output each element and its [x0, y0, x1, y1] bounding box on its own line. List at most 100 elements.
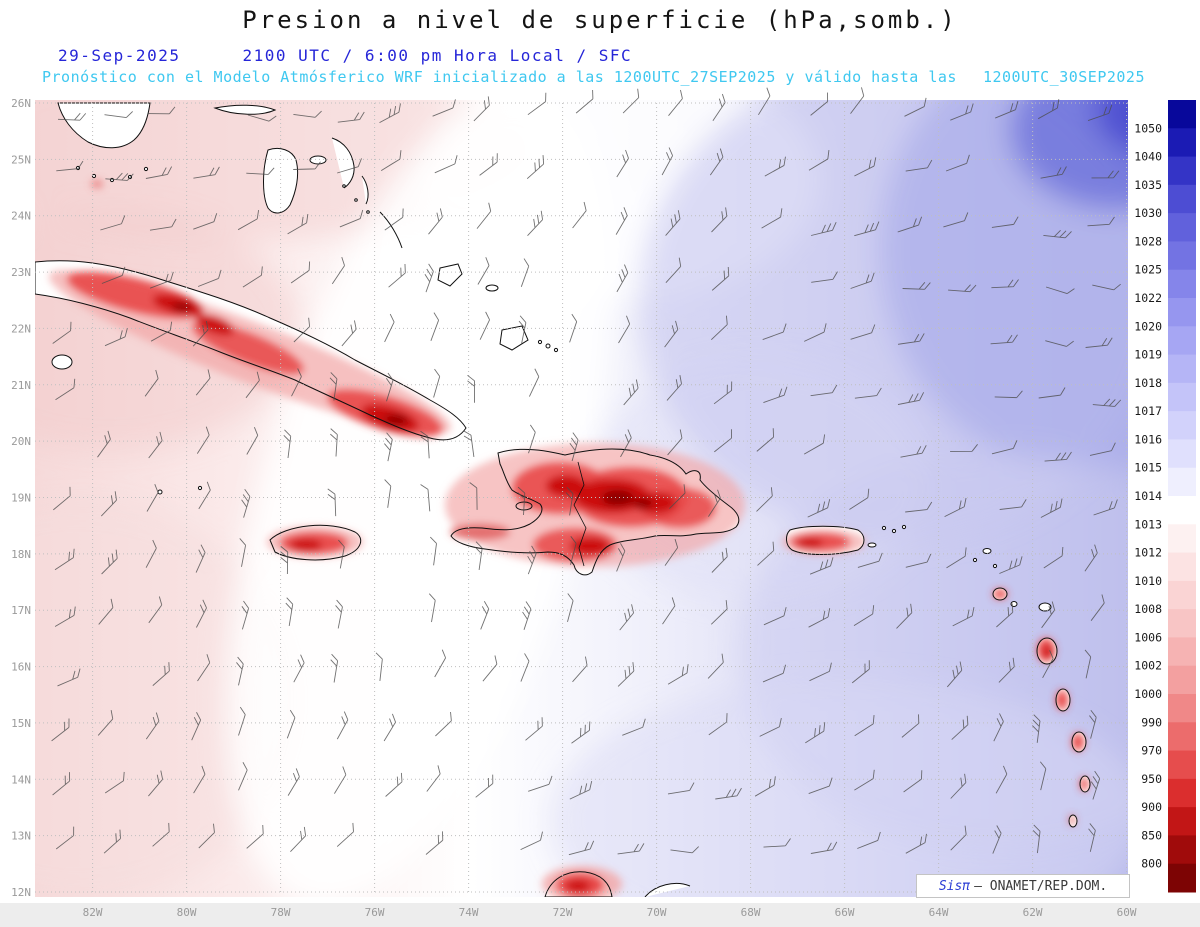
wind-barb [467, 374, 475, 403]
wind-barb [1087, 104, 1113, 122]
wind-barb [424, 263, 434, 293]
colorbar-label: 1010 [1134, 574, 1162, 588]
watermark-org: — ONAMET/REP.DOM. [974, 878, 1108, 894]
colorbar-label: 900 [1141, 800, 1162, 814]
wind-barb [420, 430, 430, 459]
wind-barb [477, 257, 490, 285]
wind-barb [528, 368, 540, 397]
wind-barb [616, 264, 629, 293]
wind-barb [148, 431, 163, 459]
wind-barb [992, 825, 1002, 854]
wind-barb [850, 272, 875, 289]
lon-label: 78W [271, 906, 291, 919]
lat-label: 12N [11, 886, 31, 899]
wind-barb [1042, 650, 1054, 679]
wind-barb [476, 202, 492, 229]
colorbar-cell [1168, 496, 1196, 525]
wind-barb [384, 479, 392, 508]
forecast-date: 29-Sep-2025 [58, 46, 181, 65]
wind-barb [57, 112, 87, 121]
wind-barb [713, 381, 733, 405]
wind-barb [57, 668, 81, 687]
wind-barb [237, 209, 260, 231]
wind-barb [763, 838, 791, 848]
wind-barb [520, 258, 530, 287]
colorbar-label: 1002 [1134, 659, 1162, 673]
wind-barb [54, 548, 75, 571]
wind-barb [993, 713, 1004, 742]
wind-barb [428, 208, 443, 235]
wind-barb [280, 546, 289, 575]
wind-barb [998, 657, 1015, 683]
wind-barb [246, 426, 259, 455]
wind-barb [902, 282, 931, 290]
wind-barb [853, 605, 875, 626]
wind-barb [1045, 340, 1074, 347]
wind-barb [667, 429, 683, 456]
wind-barb [53, 486, 71, 511]
valid-until: 1200UTC_30SEP2025 [982, 68, 1145, 86]
wind-barb [341, 320, 357, 347]
model-note-line: Pronóstico con el Modelo Atmósferico WRF… [42, 68, 1145, 86]
wind-barb [810, 92, 829, 116]
bottom-strip [0, 903, 1200, 927]
wind-barb [570, 536, 577, 565]
colorbar-label: 1018 [1134, 376, 1162, 390]
wind-barb [762, 664, 787, 683]
wind-barb [670, 846, 699, 854]
wind-barb [337, 111, 365, 123]
wind-barb [293, 654, 305, 683]
lat-label: 22N [11, 322, 31, 335]
colorbar-cell [1168, 665, 1196, 695]
wind-barb [429, 536, 437, 566]
colorbar-label: 950 [1141, 772, 1162, 786]
wind-barb [101, 549, 118, 575]
colorbar-cell [1168, 694, 1196, 723]
colorbar-label: 1035 [1134, 178, 1162, 192]
wind-barb [616, 149, 629, 178]
watermark-box: Sisπ — ONAMET/REP.DOM. [916, 874, 1130, 898]
wind-barb [1090, 770, 1101, 800]
wind-barb [145, 539, 157, 568]
wind-barb [759, 717, 782, 737]
colorbar-cell [1168, 241, 1196, 271]
wind-barb [474, 541, 483, 570]
colorbar-cell [1168, 439, 1196, 469]
wind-barb [97, 710, 114, 736]
forecast-valid-time: 2100 UTC / 6:00 pm Hora Local / SFC [242, 46, 633, 65]
wind-barb [375, 652, 383, 681]
wind-barb [191, 712, 202, 741]
wind-barb [809, 557, 834, 575]
wind-barb [384, 432, 393, 462]
wind-barb [475, 774, 494, 798]
wind-barb [854, 769, 875, 791]
wind-barb [901, 714, 920, 738]
wind-barb [480, 601, 490, 630]
wind-barb [808, 608, 831, 628]
wind-barb [148, 770, 164, 797]
wind-barb [616, 543, 626, 572]
wind-barb [948, 284, 977, 293]
wind-barb [420, 484, 431, 512]
wind-barb [426, 765, 441, 792]
colorbar-label: 1006 [1134, 630, 1162, 644]
terrain-pressure-shading [48, 180, 1088, 897]
wind-barb [525, 717, 543, 741]
wind-barb [569, 432, 579, 462]
wind-barb [193, 213, 218, 230]
wind-barb [664, 320, 679, 348]
model-note: Pronóstico con el Modelo Atmósferico WRF… [42, 68, 957, 86]
axis-labels: 26N 25N 24N 23N 22N 21N 20N 19N 18N 17N 16N 15N 14N 1… [11, 97, 1137, 919]
wind-barb [283, 429, 292, 459]
wind-barb [1084, 544, 1098, 572]
wind-barb [711, 207, 728, 233]
wind-barb [665, 210, 681, 236]
wind-barb [569, 313, 578, 343]
wind-barb [905, 553, 932, 568]
wind-barb [52, 772, 71, 796]
wind-barb [54, 606, 76, 627]
colorbar-cell [1168, 156, 1196, 186]
wind-barb [1088, 823, 1096, 852]
page-title: Presion a nivel de superficie (hPa,somb.… [242, 6, 958, 34]
lon-label: 70W [647, 906, 667, 919]
